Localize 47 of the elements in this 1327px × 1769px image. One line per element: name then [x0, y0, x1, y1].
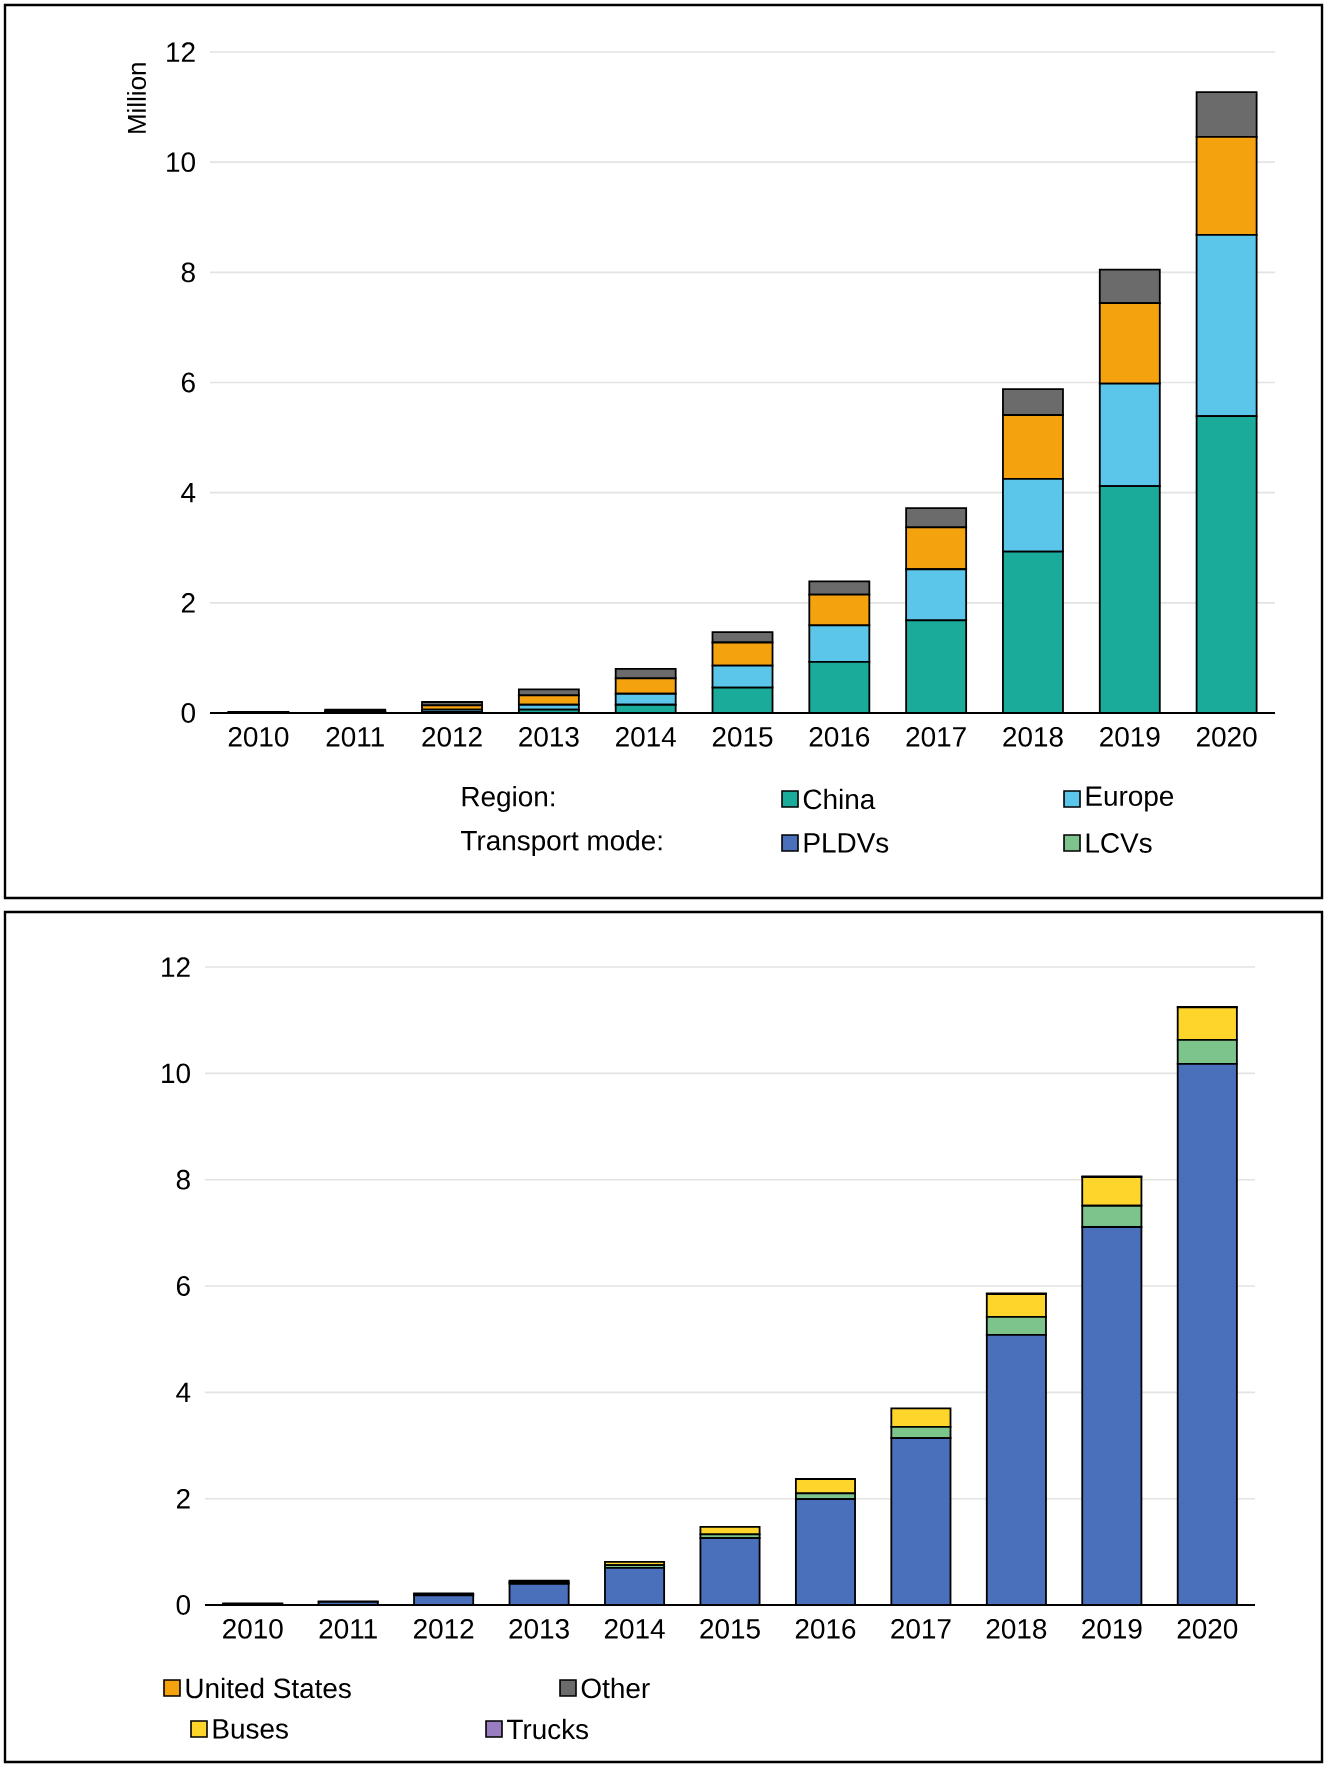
legend-label: Trucks	[507, 1718, 589, 1740]
legend-label: United States	[186, 1677, 351, 1699]
y-tick-label: 10	[167, 152, 195, 173]
legend-label: China	[803, 788, 876, 810]
y-tick-label: 4	[176, 1382, 191, 1402]
x-tick-label: 2015	[700, 1618, 760, 1639]
x-tick-label: 2019	[1082, 1618, 1142, 1639]
y-tick-label: 8	[176, 1169, 190, 1190]
x-tick-label: 2012	[414, 1618, 474, 1639]
y-axis-title: Million	[127, 63, 147, 133]
legend-label: Europe	[1086, 786, 1174, 812]
legend-label: LCVs	[1086, 833, 1152, 853]
x-tick-label: 2014	[616, 726, 676, 747]
y-tick-label: 2	[176, 1488, 190, 1509]
legend-label: Buses	[213, 1719, 288, 1739]
y-tick-label: 6	[176, 1276, 190, 1296]
x-tick-label: 2011	[326, 726, 384, 747]
x-tick-label: 2013	[509, 1618, 569, 1639]
x-tick-label: 2015	[712, 726, 773, 747]
x-tick-label: 2010	[223, 1618, 283, 1639]
y-tick-label: 2	[181, 593, 195, 613]
y-tick-label: 10	[162, 1063, 190, 1084]
y-tick-label: 12	[162, 957, 190, 977]
y-tick-label: 8	[181, 262, 195, 283]
y-tick-label: 4	[181, 483, 196, 503]
x-tick-label: 2017	[891, 1618, 951, 1639]
x-tick-label: 2020	[1177, 1618, 1238, 1639]
x-tick-label: 2017	[906, 726, 966, 747]
legend-title: Region:	[462, 786, 554, 812]
legend-title: Transport mode:	[461, 830, 662, 857]
x-tick-label: 2019	[1100, 726, 1160, 747]
x-tick-label: 2014	[604, 1618, 665, 1639]
x-tick-label: 2016	[795, 1618, 856, 1639]
y-tick-label: 0	[176, 1595, 190, 1615]
x-tick-label: 2013	[519, 726, 579, 747]
legend-label: Other	[581, 1677, 650, 1699]
x-tick-label: 2011	[319, 1618, 377, 1639]
x-tick-label: 2018	[986, 1618, 1047, 1639]
x-tick-label: 2010	[228, 726, 289, 747]
y-tick-label: 6	[181, 372, 195, 393]
legend-label: PLDVs	[804, 833, 889, 853]
x-tick-label: 2018	[1003, 726, 1063, 747]
y-tick-label: 12	[167, 42, 195, 62]
x-tick-label: 2016	[809, 726, 870, 747]
x-tick-label: 2020	[1196, 726, 1257, 747]
y-tick-label: 0	[181, 703, 195, 723]
x-tick-label: 2012	[422, 726, 482, 747]
